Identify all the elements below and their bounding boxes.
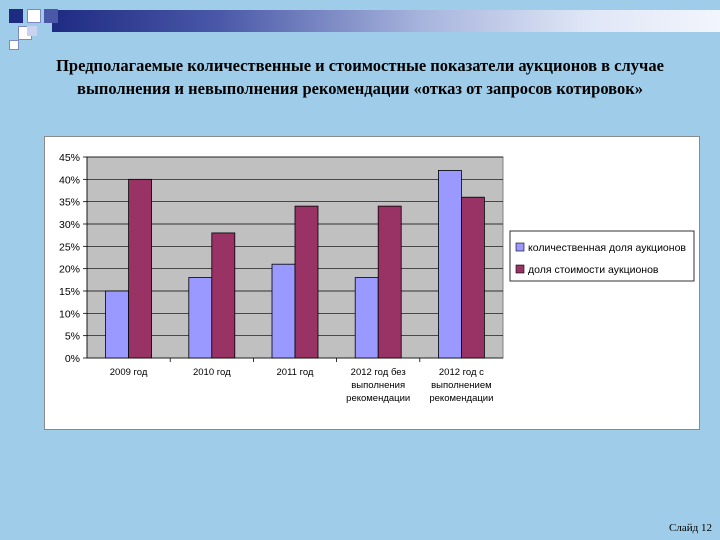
decor-square [9,40,19,50]
legend-label: количественная доля аукционов [528,242,686,254]
y-tick-label: 5% [65,331,80,343]
bar [294,205,319,359]
slide-title: Предполагаемые количественные и стоимост… [0,54,720,100]
x-tick-label: 2010 год [193,367,231,378]
y-tick-label: 25% [59,241,80,253]
bar [105,290,129,359]
x-tick-label: 2009 год [110,367,148,378]
y-tick-label: 10% [59,308,80,320]
slide-title-line: выполнения и невыполнения рекомендации «… [77,79,643,98]
x-tick-label: 2012 год с [439,367,484,378]
y-tick-label: 40% [59,174,80,186]
bar [437,170,462,359]
legend-box [509,230,695,282]
decor-square [44,9,58,23]
decor-square [27,9,41,23]
header-gradient-bar [52,10,720,32]
bar [460,196,485,359]
x-tick-label: выполнением [431,380,492,391]
legend-swatch [515,242,525,252]
bar [188,277,213,359]
y-tick-label: 45% [59,152,80,164]
bar-chart: 0% 5% 10% 15% 20% 25% 30% 35% 40% 45% 2009 год 2010… [59,152,695,404]
x-tick-label: 2011 год [277,367,314,378]
y-tick-label: 0% [65,353,80,365]
x-tick-label: выполнения [351,380,405,391]
x-tick-label: рекомендации [346,393,410,404]
y-tick-label: 20% [59,264,80,276]
y-tick-label: 15% [59,286,80,298]
decor-square [27,26,37,36]
bar [354,277,379,359]
chart-container: 0% 5% 10% 15% 20% 25% 30% 35% 40% 45% 2009 год 2010… [44,136,700,430]
x-tick-label: рекомендации [429,393,493,404]
slide-number: Слайд 12 [669,522,712,534]
x-tick-label: 2012 год без [351,367,406,378]
bar [271,263,296,359]
bar [377,205,402,359]
bar [211,232,236,359]
legend-swatch [515,264,525,274]
bar [128,178,152,359]
slide-title-line: Предполагаемые количественные и стоимост… [56,56,664,75]
legend-label: доля стоимости аукционов [528,264,659,276]
decor-square [9,9,23,23]
y-tick-label: 30% [59,219,80,231]
y-tick-label: 35% [59,197,80,209]
